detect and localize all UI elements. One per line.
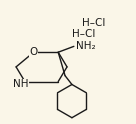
- Text: NH₂: NH₂: [76, 41, 95, 51]
- Text: H–Cl: H–Cl: [72, 29, 95, 39]
- Text: O: O: [30, 47, 38, 57]
- Text: NH: NH: [13, 79, 29, 90]
- Text: H–Cl: H–Cl: [82, 18, 105, 28]
